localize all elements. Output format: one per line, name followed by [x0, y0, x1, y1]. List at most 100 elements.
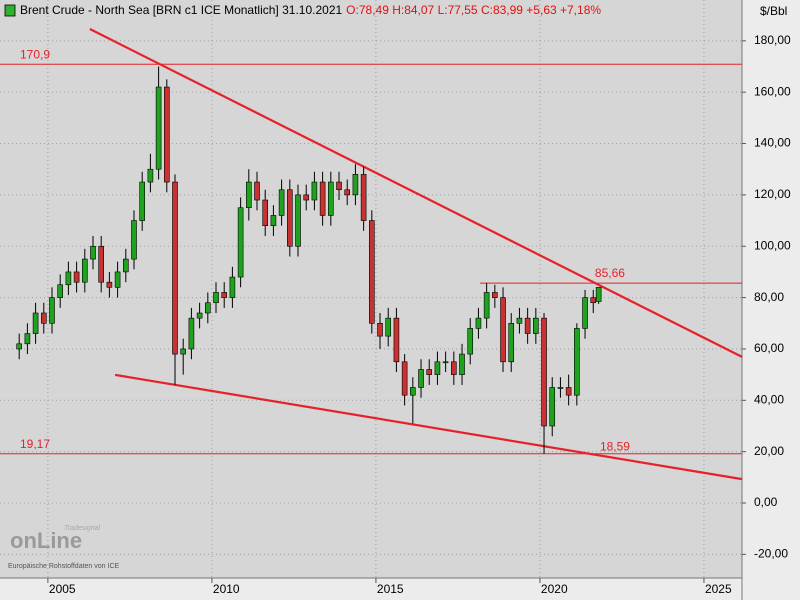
line-label: 85,66 — [595, 266, 625, 280]
candle-body — [106, 281, 113, 288]
candle-body — [595, 287, 602, 302]
candle-body — [270, 215, 277, 227]
candle-body — [164, 86, 170, 183]
line-label: 19,17 — [20, 437, 50, 451]
candle-body — [328, 181, 334, 216]
source: Europäische Rohstoffdaten von ICE — [8, 563, 119, 570]
line-label: 170,9 — [20, 47, 50, 61]
trend-line — [114, 373, 743, 481]
candle-body — [492, 292, 498, 298]
candle-body — [410, 387, 416, 396]
candle-body — [40, 312, 47, 324]
y-tick-label: -20,00 — [754, 547, 788, 561]
candle-body — [139, 181, 146, 221]
x-axis-area — [0, 578, 742, 600]
candle-body — [32, 312, 39, 334]
candle-body — [180, 348, 187, 355]
chart-title: Brent Crude - North Sea [BRN c1 ICE Mona… — [20, 3, 342, 17]
candle-body — [16, 343, 22, 350]
candle-body — [533, 317, 539, 334]
candle-body — [49, 297, 55, 324]
candle-body — [155, 86, 162, 170]
candle-body — [574, 328, 580, 396]
candle-body — [426, 369, 433, 375]
candle-body — [442, 361, 449, 364]
y-tick-label: 180,00 — [754, 33, 791, 47]
y-tick-label: 60,00 — [754, 341, 784, 355]
candle-body — [508, 322, 515, 363]
x-tick-label: 2015 — [377, 582, 404, 596]
y-tick-label: 120,00 — [754, 187, 791, 201]
x-tick-label: 2020 — [541, 582, 568, 596]
candle-body — [262, 199, 269, 227]
candle-body — [114, 271, 121, 288]
candle-body — [246, 181, 252, 209]
candle-body — [319, 181, 326, 216]
y-tick-label: 20,00 — [754, 444, 784, 458]
candle-body — [360, 174, 367, 221]
y-axis-label: $/Bbl — [760, 4, 787, 18]
candle-body — [24, 333, 31, 345]
candle-body — [122, 258, 129, 273]
candle-body — [213, 292, 219, 304]
candle-body — [352, 174, 359, 196]
candle-body — [393, 317, 400, 363]
candle-body — [311, 181, 318, 201]
candle-body — [188, 317, 195, 350]
y-tick-label: 80,00 — [754, 290, 784, 304]
candle-body — [205, 302, 211, 314]
candle-body — [459, 353, 465, 375]
candle-body — [467, 328, 474, 355]
candle-body — [336, 181, 342, 191]
quote: O:78,49 H:84,07 L:77,55 C:83,99 +5,63 +7… — [346, 3, 601, 17]
candle-body — [287, 189, 293, 247]
candle-body — [81, 258, 88, 283]
candle-body — [98, 245, 104, 283]
candle-body — [377, 322, 383, 337]
candle-body — [418, 369, 424, 388]
candle-body — [565, 387, 572, 396]
annotation: 18,59 — [600, 439, 630, 453]
y-axis-area — [742, 0, 800, 600]
x-tick-label: 2005 — [49, 582, 76, 596]
candle-body — [369, 220, 375, 324]
candle-body — [590, 297, 597, 304]
candle-body — [57, 284, 63, 298]
candle-body — [541, 317, 547, 427]
y-tick-label: 140,00 — [754, 136, 791, 150]
candle-body — [516, 317, 523, 324]
candle-body — [254, 181, 260, 201]
candle-body — [278, 189, 285, 216]
candle-body — [237, 207, 244, 278]
candle-body — [131, 220, 137, 260]
candle-body — [295, 194, 301, 247]
candle-body — [147, 168, 154, 183]
candle-body — [65, 271, 72, 286]
candle-body — [483, 292, 490, 319]
candle-body — [557, 387, 564, 389]
candle-body — [451, 361, 457, 375]
candle-body — [524, 317, 531, 334]
candle-body — [401, 361, 408, 396]
logo: onLine — [10, 528, 82, 553]
y-tick-label: 160,00 — [754, 84, 791, 98]
x-tick-label: 2025 — [705, 582, 732, 596]
legend-icon — [4, 4, 16, 17]
candle-body — [549, 387, 556, 427]
candle-body — [385, 317, 392, 337]
candle-body — [582, 297, 588, 329]
trend-line — [89, 28, 743, 358]
candle-body — [196, 312, 203, 319]
candle-body — [475, 317, 482, 329]
y-tick-label: 100,00 — [754, 238, 791, 252]
candle-body — [73, 271, 80, 283]
x-tick-label: 2010 — [213, 582, 240, 596]
candle-body — [303, 194, 310, 201]
candle-body — [344, 189, 351, 196]
y-tick-label: 40,00 — [754, 392, 784, 406]
candle-body — [221, 292, 228, 298]
candle-body — [434, 361, 441, 375]
candle-body — [229, 276, 236, 298]
candle-body — [90, 245, 96, 260]
